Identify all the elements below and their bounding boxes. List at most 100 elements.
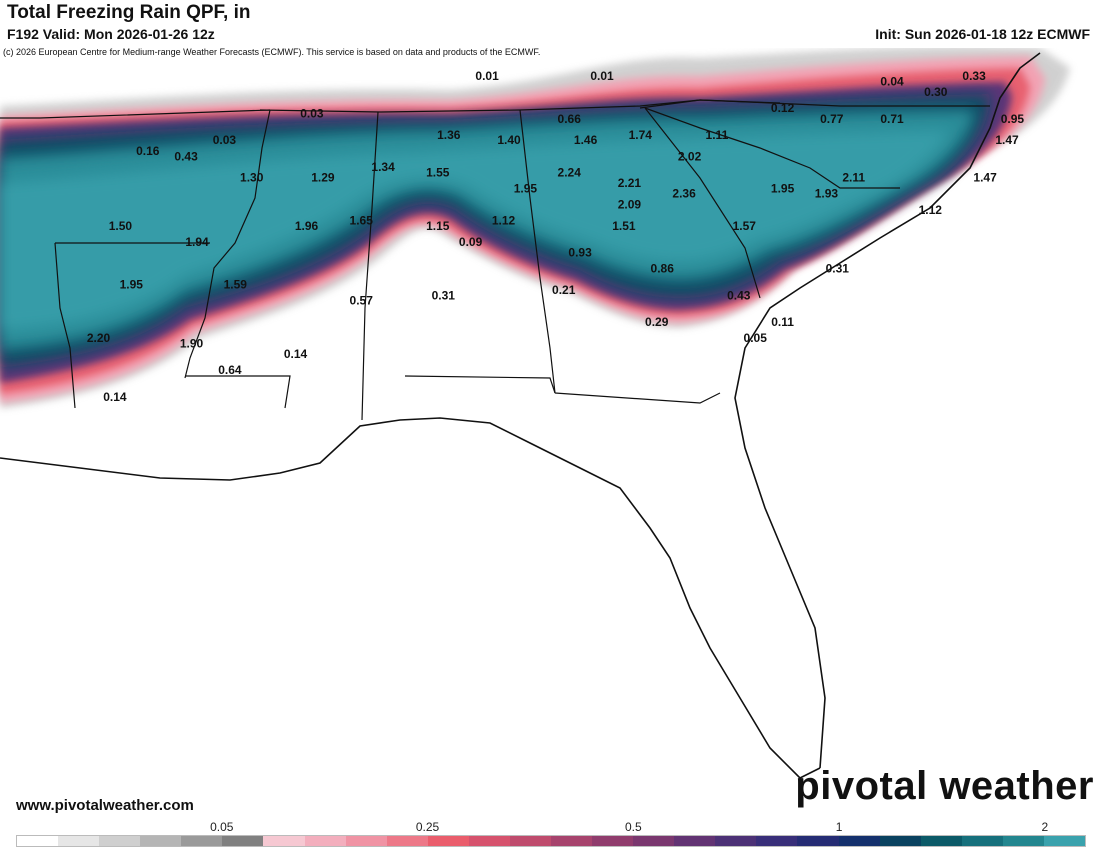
la-west-border	[54, 242, 76, 409]
forecast-map[interactable]: 0.01 0.01 0.04 0.33 0.30 0.03 0.12 0.95 0.66 0.77…	[0, 48, 1100, 818]
qpf-value-label: 0.71	[880, 112, 904, 126]
qpf-value-label: 1.34	[371, 160, 395, 174]
qpf-value-label: 2.09	[618, 197, 642, 211]
qpf-value-label: 0.77	[820, 112, 844, 126]
colorbar-segment	[304, 836, 346, 846]
colorbar-segment	[1002, 836, 1044, 846]
nc-va-border	[699, 99, 990, 107]
colorbar-tick-label: 0.5	[624, 820, 642, 834]
qpf-value-label: 1.47	[973, 171, 997, 185]
qpf-value-label: 1.11	[706, 128, 729, 142]
qpf-value-label: 0.33	[962, 69, 986, 83]
qpf-value-label: 1.93	[815, 187, 839, 201]
colorbar-segment	[715, 836, 757, 846]
tn-nc-border	[639, 99, 701, 109]
qpf-value-label: 1.55	[426, 165, 450, 179]
colorbar-tick-label: 0.25	[415, 820, 440, 834]
colorbar-segment	[468, 836, 510, 846]
qpf-value-labels: 0.01 0.01 0.04 0.33 0.30 0.03 0.12 0.95 0.66 0.77…	[87, 69, 1025, 404]
colorbar-segment	[58, 836, 100, 846]
colorbar-segment	[427, 836, 469, 846]
qpf-value-label: 0.86	[651, 262, 675, 276]
colorbar-segment	[99, 836, 141, 846]
qpf-value-label: 1.94	[185, 235, 209, 249]
qpf-value-label: 0.12	[771, 101, 795, 115]
qpf-value-label: 1.65	[350, 214, 374, 228]
qpf-value-label: 0.05	[744, 331, 768, 345]
colorbar-segment	[1043, 836, 1086, 846]
qpf-value-label: 0.29	[645, 315, 669, 329]
site-url[interactable]: www.pivotalweather.com	[16, 797, 194, 814]
qpf-value-label: 2.24	[558, 165, 582, 179]
qpf-value-label: 0.04	[880, 74, 904, 88]
colorbar-tick-label: 2	[1041, 820, 1049, 834]
colorbar-segment	[633, 836, 675, 846]
ar-mo-border	[0, 109, 271, 119]
colorbar: 0.05 0.25 0.5 1 2	[16, 818, 1086, 850]
map-title: Total Freezing Rain QPF, in	[7, 2, 251, 23]
qpf-value-label: 0.03	[300, 107, 324, 121]
qpf-value-label: 2.02	[678, 149, 702, 163]
qpf-value-label: 0.16	[136, 144, 160, 158]
colorbar-segment	[181, 836, 223, 846]
qpf-value-label: 0.14	[284, 347, 308, 361]
colorbar-segment	[17, 836, 59, 846]
brand-logo: pivotal weather	[795, 764, 1094, 808]
qpf-shading	[0, 48, 1070, 408]
colorbar-segment	[509, 836, 552, 846]
qpf-value-label: 0.14	[103, 390, 127, 404]
colorbar-segment	[263, 836, 305, 846]
gulf-coast	[0, 417, 821, 779]
qpf-band-core	[0, 130, 950, 330]
ga-sc-border	[644, 107, 761, 299]
qpf-value-label: 0.31	[432, 288, 456, 302]
ms-al-border	[361, 111, 379, 421]
colorbar-segment	[222, 836, 264, 846]
colorbar-segment	[551, 836, 593, 846]
qpf-value-label: 1.59	[224, 278, 248, 292]
qpf-value-label: 2.11	[842, 171, 865, 185]
qpf-value-label: 0.57	[350, 294, 374, 308]
qpf-value-label: 1.40	[497, 133, 521, 147]
colorbar-bar	[16, 835, 1086, 847]
qpf-value-label: 2.20	[87, 331, 111, 345]
qpf-value-label: 0.09	[459, 235, 483, 249]
colorbar-segment	[838, 836, 880, 846]
header: Total Freezing Rain QPF, in F192 Valid: …	[0, 0, 1100, 48]
qpf-value-label: 0.43	[727, 288, 751, 302]
qpf-value-label: 1.15	[426, 219, 450, 233]
qpf-value-label: 1.96	[295, 219, 319, 233]
qpf-value-label: 0.01	[475, 69, 499, 83]
map-canvas[interactable]: 0.01 0.01 0.04 0.33 0.30 0.03 0.12 0.95 0.66 0.77…	[0, 48, 1100, 818]
colorbar-segment	[345, 836, 387, 846]
ms-la-border	[185, 375, 291, 409]
qpf-value-label: 1.30	[240, 171, 264, 185]
qpf-value-label: 1.95	[514, 181, 538, 195]
coastline	[0, 52, 1041, 779]
colorbar-segment	[797, 836, 839, 846]
qpf-value-label: 1.51	[612, 219, 636, 233]
nc-sc-border	[644, 107, 900, 189]
qpf-value-label: 1.29	[311, 171, 335, 185]
qpf-value-label: 0.64	[218, 363, 242, 377]
qpf-value-label: 1.50	[109, 219, 133, 233]
qpf-value-label: 1.12	[492, 214, 516, 228]
colorbar-segment	[920, 836, 962, 846]
qpf-value-label: 2.36	[672, 187, 696, 201]
colorbar-tick-label: 1	[835, 820, 843, 834]
qpf-value-label: 1.46	[574, 133, 598, 147]
colorbar-segment	[961, 836, 1003, 846]
ga-fl-border	[554, 392, 721, 404]
colorbar-tick-label: 0.05	[210, 820, 234, 834]
al-ga-border	[519, 109, 556, 394]
qpf-value-label: 0.93	[568, 246, 592, 260]
mississippi-river	[184, 109, 271, 379]
colorbar-segment	[592, 836, 634, 846]
qpf-value-label: 0.43	[174, 149, 198, 163]
qpf-value-label: 0.30	[924, 85, 948, 99]
qpf-value-label: 1.47	[995, 133, 1019, 147]
init-time: Init: Sun 2026-01-18 12z ECMWF	[875, 26, 1090, 42]
colorbar-ticks: 0.05 0.25 0.5 1 2	[16, 818, 1086, 835]
qpf-value-label: 1.95	[771, 181, 795, 195]
qpf-value-label: 0.31	[826, 262, 850, 276]
